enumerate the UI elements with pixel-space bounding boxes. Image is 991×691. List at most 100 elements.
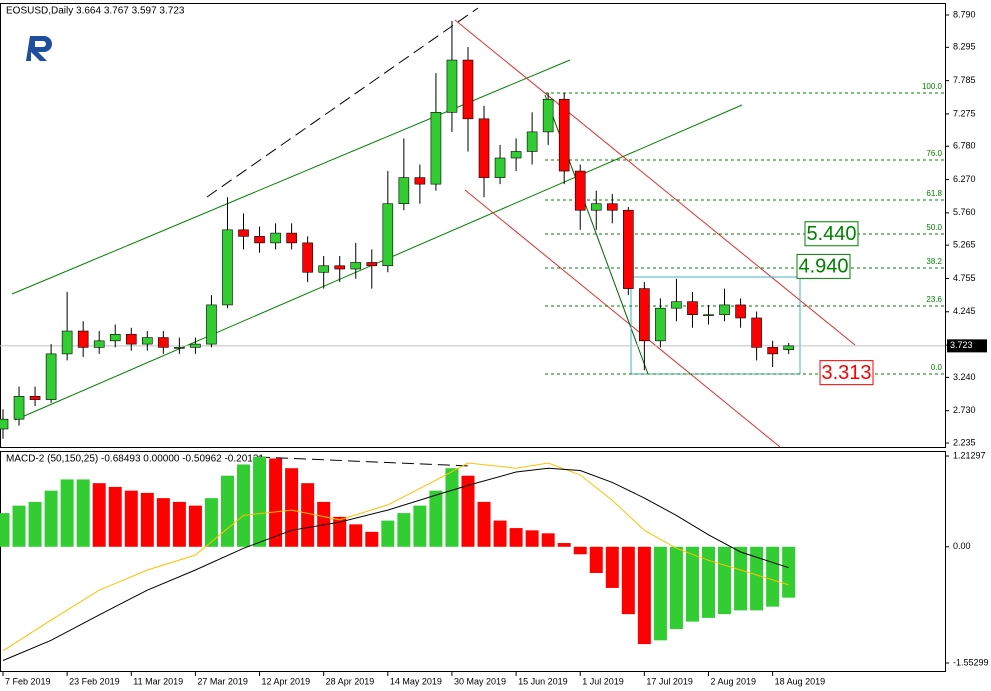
macd-panel [0, 451, 946, 672]
macd-histogram-bar [220, 475, 234, 547]
candle-body [382, 203, 394, 267]
macd-histogram-bar [140, 492, 154, 547]
macd-histogram-bar [28, 501, 42, 547]
price-annotation-box [804, 221, 859, 247]
price-annotation: 4.940 [798, 256, 848, 278]
macd-histogram-bar [685, 546, 699, 622]
candle-body [45, 353, 57, 400]
candle-body [125, 334, 137, 345]
macd-histogram-bar [445, 468, 459, 547]
candle-body [655, 307, 666, 342]
x-tick-label: 1 Jul 2019 [582, 676, 624, 686]
candle-body [109, 334, 121, 342]
macd-histogram-bar [669, 546, 683, 630]
candle-body [542, 98, 554, 133]
macd-histogram-bar [269, 458, 283, 547]
macd-histogram-bar [44, 490, 58, 547]
macd-histogram-bar [156, 498, 170, 547]
macd-histogram-bar [573, 546, 587, 555]
macd-histogram-bar [509, 528, 523, 547]
candle-body [526, 131, 538, 152]
macd-histogram-bar [766, 546, 780, 607]
macd-histogram-bar [589, 546, 603, 573]
candle-body [93, 340, 105, 348]
macd-histogram-bar [734, 546, 748, 611]
channel-line [11, 59, 571, 295]
candle-body [606, 203, 618, 211]
macd-histogram-bar [718, 546, 732, 615]
candle-body [334, 265, 346, 270]
candle-body [398, 177, 410, 205]
macd-histogram-bar [333, 516, 347, 547]
y-tick-label: 8.790 [953, 9, 976, 19]
candle-body [158, 337, 169, 348]
candle-body [735, 304, 746, 319]
fib-label: 61.8 [926, 189, 942, 198]
macd-histogram-bar [525, 530, 539, 547]
candle-body [222, 229, 233, 306]
macd-histogram-bar [381, 520, 395, 547]
x-tick-label: 28 Apr 2019 [326, 676, 375, 686]
y-tick-label: 5.265 [953, 240, 976, 250]
y-tick-label: 6.270 [953, 174, 976, 184]
y-tick-label: 4.755 [953, 273, 976, 283]
price-annotation: 5.440 [806, 223, 856, 245]
macd-histogram-bar [237, 464, 251, 547]
macd-title: MACD-2 (50,150,25) -0.68493 0.00000 -0.5… [6, 454, 264, 465]
macd-histogram-bar [782, 546, 796, 598]
candle-body [286, 232, 297, 244]
candle-body [462, 59, 474, 120]
candle-body [751, 317, 762, 348]
macd-histogram-bar [12, 505, 26, 547]
macd-histogram-bar [557, 543, 571, 547]
x-tick-label: 7 Feb 2019 [5, 676, 51, 686]
macd-histogram-bar [253, 456, 267, 547]
y-tick-label: -1.55299 [953, 657, 989, 667]
channel-line [464, 189, 781, 448]
price-panel [0, 3, 946, 448]
x-tick-label: 11 Mar 2019 [133, 676, 183, 686]
price-annotation-box [819, 360, 874, 386]
fib-label: 38.2 [926, 257, 942, 266]
y-tick-label: 0.00 [953, 541, 971, 551]
candle-body [478, 118, 490, 178]
channel-line [454, 19, 856, 346]
y-tick-label: 4.245 [953, 306, 976, 316]
macd-histogram-bar [541, 533, 555, 547]
candle-body [270, 232, 281, 244]
last-price-label: 3.723 [950, 340, 973, 350]
macd-histogram-bar [188, 505, 202, 547]
x-tick-label: 17 Jul 2019 [646, 676, 693, 686]
y-tick-label: 3.240 [953, 372, 976, 382]
candle-body [77, 330, 89, 348]
candle-body [687, 301, 698, 316]
price-annotation-box [796, 253, 851, 279]
macd-histogram-bar [750, 546, 764, 611]
macd-histogram-bar [76, 479, 90, 547]
y-tick-label: 7.785 [953, 75, 976, 85]
macd-histogram-bar [108, 486, 122, 547]
candle-body [783, 345, 794, 351]
x-tick-label: 18 Aug 2019 [775, 676, 826, 686]
candle-body [574, 170, 586, 211]
macd-histogram-bar [285, 468, 299, 547]
y-tick-label: 7.275 [953, 108, 976, 118]
candle-body [29, 396, 41, 400]
candle-body [414, 177, 426, 185]
macd-histogram-bar [60, 479, 74, 547]
x-tick-label: 23 Feb 2019 [69, 676, 120, 686]
candle-body [190, 343, 201, 348]
candle-body [671, 301, 682, 309]
candle-body [206, 304, 217, 345]
candle-body [623, 209, 634, 289]
macd-histogram-bar [701, 546, 715, 618]
fib-label: 23.6 [926, 295, 942, 304]
candle-body [558, 98, 570, 172]
fib-label: 0.0 [931, 363, 943, 372]
x-tick-label: 30 May 2019 [454, 676, 506, 686]
macd-histogram-bar [397, 513, 411, 547]
fib-label: 100.0 [922, 82, 943, 91]
x-tick-label: 2 Aug 2019 [710, 676, 756, 686]
x-tick-label: 12 Apr 2019 [262, 676, 311, 686]
